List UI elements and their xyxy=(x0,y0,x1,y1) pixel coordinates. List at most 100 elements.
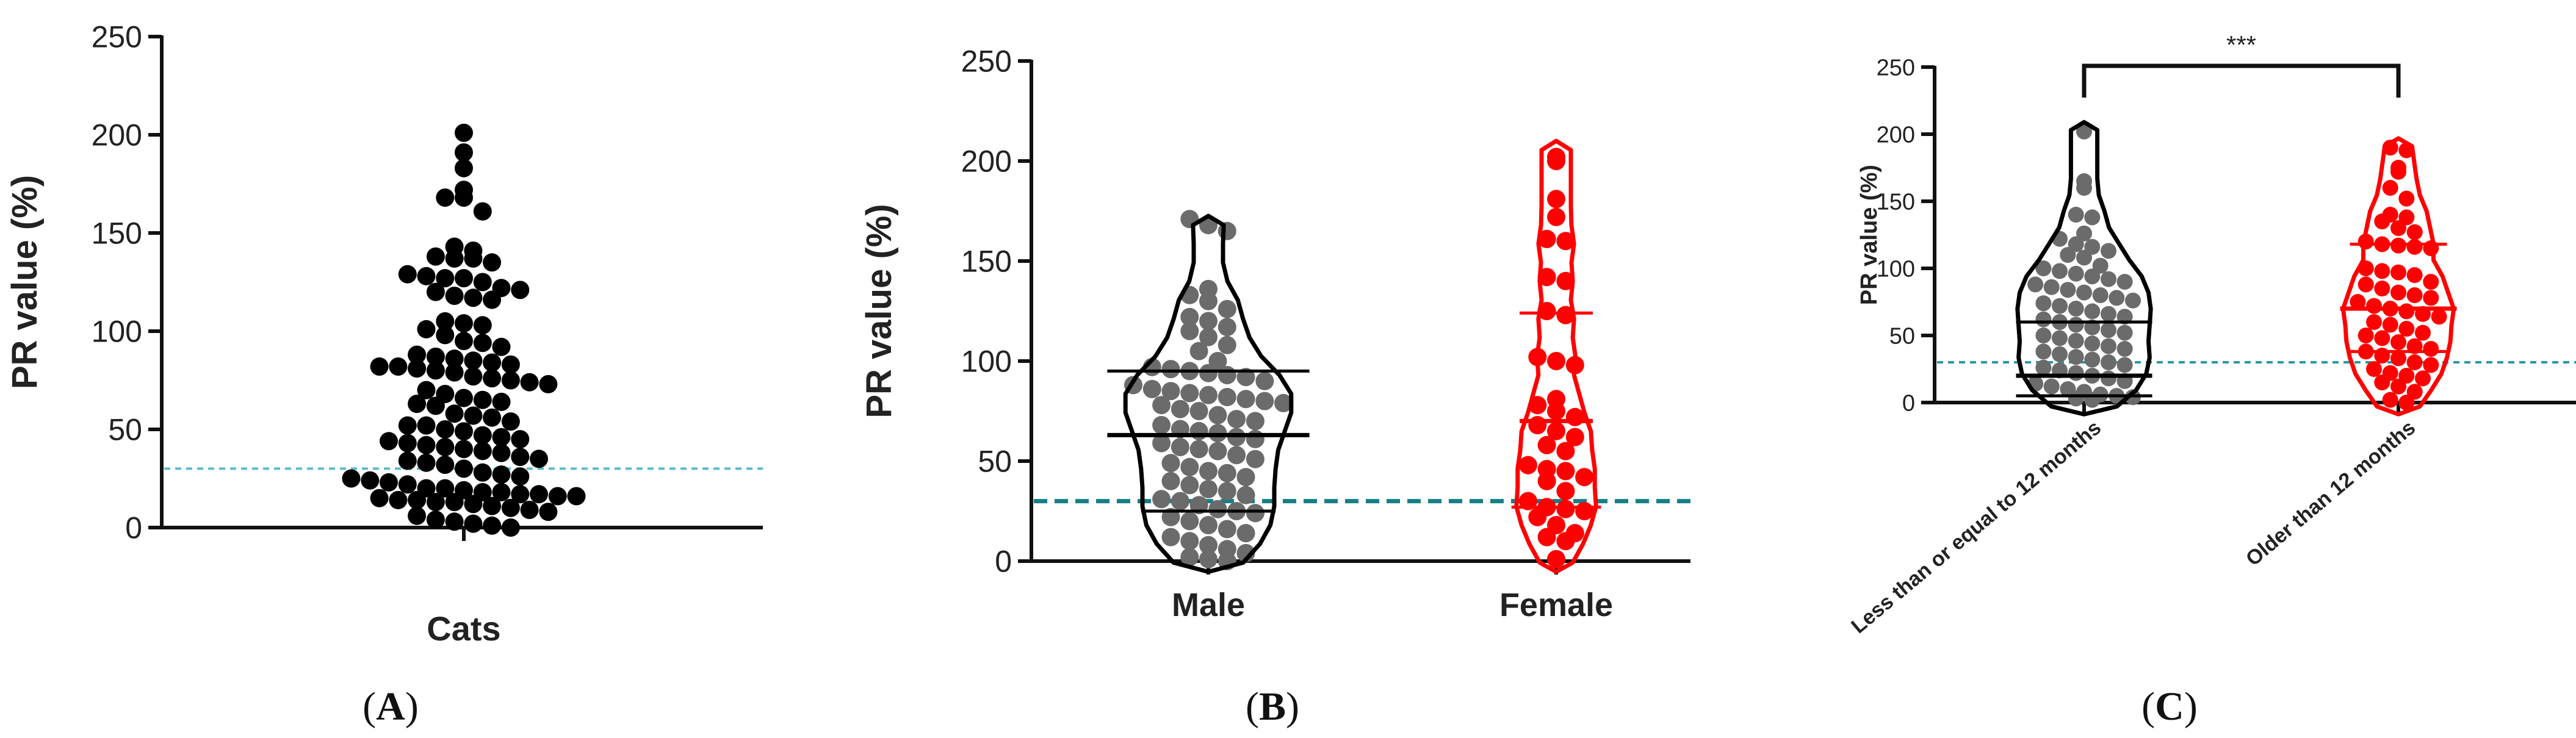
data-point-c-0 xyxy=(2084,335,2101,352)
data-point-c-0 xyxy=(2035,328,2052,343)
data-point-a-0 xyxy=(380,432,398,451)
data-point-a-0 xyxy=(501,498,520,517)
data-point-c-0 xyxy=(2068,332,2084,349)
data-point-b-1 xyxy=(1565,407,1584,426)
data-point-b-1 xyxy=(1556,232,1575,251)
data-point-c-0 xyxy=(2052,263,2068,279)
data-point-c-1 xyxy=(2390,378,2406,395)
data-point-a-0 xyxy=(436,269,455,288)
data-point-a-0 xyxy=(426,361,445,380)
data-point-c-1 xyxy=(2358,328,2374,343)
data-point-b-1 xyxy=(1547,421,1565,440)
data-point-b-1 xyxy=(1547,352,1565,370)
data-point-b-1 xyxy=(1575,502,1594,520)
category-label-a-0: Cats xyxy=(427,609,500,648)
y-tick-label-b-250: 250 xyxy=(961,45,1012,79)
data-point-a-0 xyxy=(361,471,380,490)
y-tick-label-c-250: 250 xyxy=(1877,55,1915,81)
data-point-b-1 xyxy=(1528,507,1547,526)
panel-label-a: (A) xyxy=(363,684,419,729)
data-point-c-1 xyxy=(2374,330,2390,346)
data-point-b-1 xyxy=(1547,207,1565,226)
data-point-b-0 xyxy=(1208,500,1227,518)
data-point-b-0 xyxy=(1227,446,1246,465)
y-tick-label-a-50: 50 xyxy=(108,413,142,447)
data-point-a-0 xyxy=(455,143,473,162)
y-tick-label-a-150: 150 xyxy=(92,217,142,251)
data-point-a-0 xyxy=(548,487,567,506)
data-point-a-0 xyxy=(492,465,511,484)
data-point-a-0 xyxy=(417,435,436,454)
y-tick-label-a-200: 200 xyxy=(92,118,142,152)
data-point-c-1 xyxy=(2374,281,2390,296)
data-point-b-0 xyxy=(1199,292,1218,310)
data-point-a-0 xyxy=(417,416,436,435)
y-axis-label-a: PR value (%) xyxy=(5,175,45,389)
data-point-b-1 xyxy=(1547,402,1565,420)
data-point-c-0 xyxy=(2101,354,2116,370)
data-point-c-0 xyxy=(2116,274,2133,290)
data-point-a-0 xyxy=(455,314,473,333)
data-point-b-0 xyxy=(1161,528,1180,546)
data-point-a-0 xyxy=(426,511,445,529)
data-point-b-1 xyxy=(1556,500,1575,518)
data-point-a-0 xyxy=(408,395,427,414)
data-point-b-0 xyxy=(1246,412,1265,431)
data-point-c-1 xyxy=(2415,370,2431,387)
data-point-c-0 xyxy=(2125,292,2141,309)
data-point-a-0 xyxy=(464,406,483,425)
data-point-b-0 xyxy=(1152,490,1171,509)
data-point-b-0 xyxy=(1189,342,1208,360)
data-point-b-0 xyxy=(1161,360,1180,379)
data-point-b-0 xyxy=(1189,421,1208,440)
y-tick-label-b-200: 200 xyxy=(961,145,1012,179)
data-point-c-0 xyxy=(2084,268,2101,285)
data-point-c-0 xyxy=(2101,271,2116,287)
data-point-b-0 xyxy=(1274,393,1293,412)
data-point-c-1 xyxy=(2350,294,2366,310)
data-point-c-1 xyxy=(2406,354,2423,370)
data-point-c-1 xyxy=(2415,324,2431,341)
data-point-c-1 xyxy=(2398,190,2415,207)
category-label-b-0: Male xyxy=(1172,587,1245,623)
data-point-a-0 xyxy=(380,473,398,492)
data-point-a-0 xyxy=(455,389,473,407)
data-point-a-0 xyxy=(455,422,473,441)
data-point-c-0 xyxy=(2101,370,2116,387)
data-point-a-0 xyxy=(445,249,464,268)
data-point-a-0 xyxy=(511,448,530,467)
data-point-c-0 xyxy=(2076,225,2092,242)
data-point-c-1 xyxy=(2390,163,2406,180)
data-point-c-1 xyxy=(2358,276,2374,293)
data-point-a-0 xyxy=(473,273,492,292)
panel-label-c: (C) xyxy=(2141,684,2198,729)
data-point-c-0 xyxy=(2101,243,2116,259)
data-point-c-0 xyxy=(2116,357,2133,373)
data-point-a-0 xyxy=(408,506,427,525)
data-point-c-0 xyxy=(2035,295,2052,312)
y-tick-label-b-50: 50 xyxy=(978,445,1012,479)
violin-outline-c-1 xyxy=(2340,136,2456,417)
data-point-b-0 xyxy=(1218,520,1236,539)
data-point-a-0 xyxy=(370,489,389,507)
data-point-c-0 xyxy=(2068,265,2084,282)
data-point-b-0 xyxy=(1246,429,1265,448)
data-point-b-0 xyxy=(1218,299,1236,318)
data-point-c-0 xyxy=(2052,330,2068,346)
data-point-b-1 xyxy=(1528,416,1547,434)
data-point-c-0 xyxy=(2052,346,2068,362)
data-point-a-0 xyxy=(370,357,389,376)
data-point-c-0 xyxy=(2068,317,2084,333)
data-point-c-0 xyxy=(2035,260,2052,276)
data-point-a-0 xyxy=(473,442,492,460)
data-point-b-0 xyxy=(1152,416,1171,434)
data-point-c-0 xyxy=(2101,338,2116,354)
data-point-c-1 xyxy=(2398,321,2415,337)
data-point-a-0 xyxy=(473,463,492,482)
data-point-b-0 xyxy=(1171,492,1189,511)
data-point-b-1 xyxy=(1575,468,1594,487)
data-point-a-0 xyxy=(436,479,455,498)
data-point-c-0 xyxy=(2068,207,2084,223)
data-point-a-0 xyxy=(445,404,464,423)
